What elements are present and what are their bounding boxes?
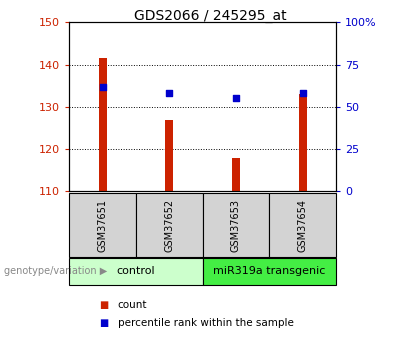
Bar [136, 193, 202, 257]
Bar [202, 193, 269, 257]
Text: miR319a transgenic: miR319a transgenic [213, 266, 326, 276]
Point [166, 91, 173, 96]
Text: control: control [117, 266, 155, 276]
Text: count: count [118, 300, 147, 310]
Point [99, 84, 106, 89]
Text: GDS2066 / 245295_at: GDS2066 / 245295_at [134, 9, 286, 23]
Text: ■: ■ [99, 318, 108, 327]
Text: ■: ■ [99, 300, 108, 310]
Text: GSM37654: GSM37654 [298, 199, 308, 252]
Bar [99, 58, 107, 191]
Bar [69, 193, 136, 257]
Text: percentile rank within the sample: percentile rank within the sample [118, 318, 294, 327]
Bar [165, 120, 173, 191]
Bar [269, 193, 336, 257]
Bar [202, 258, 336, 285]
Point [233, 96, 239, 101]
Text: GSM37653: GSM37653 [231, 199, 241, 252]
Point [299, 91, 306, 96]
Text: genotype/variation ▶: genotype/variation ▶ [4, 266, 108, 276]
Bar [232, 158, 240, 191]
Text: GSM37651: GSM37651 [97, 199, 108, 252]
Bar [69, 258, 202, 285]
Text: GSM37652: GSM37652 [164, 199, 174, 252]
Bar [299, 94, 307, 191]
